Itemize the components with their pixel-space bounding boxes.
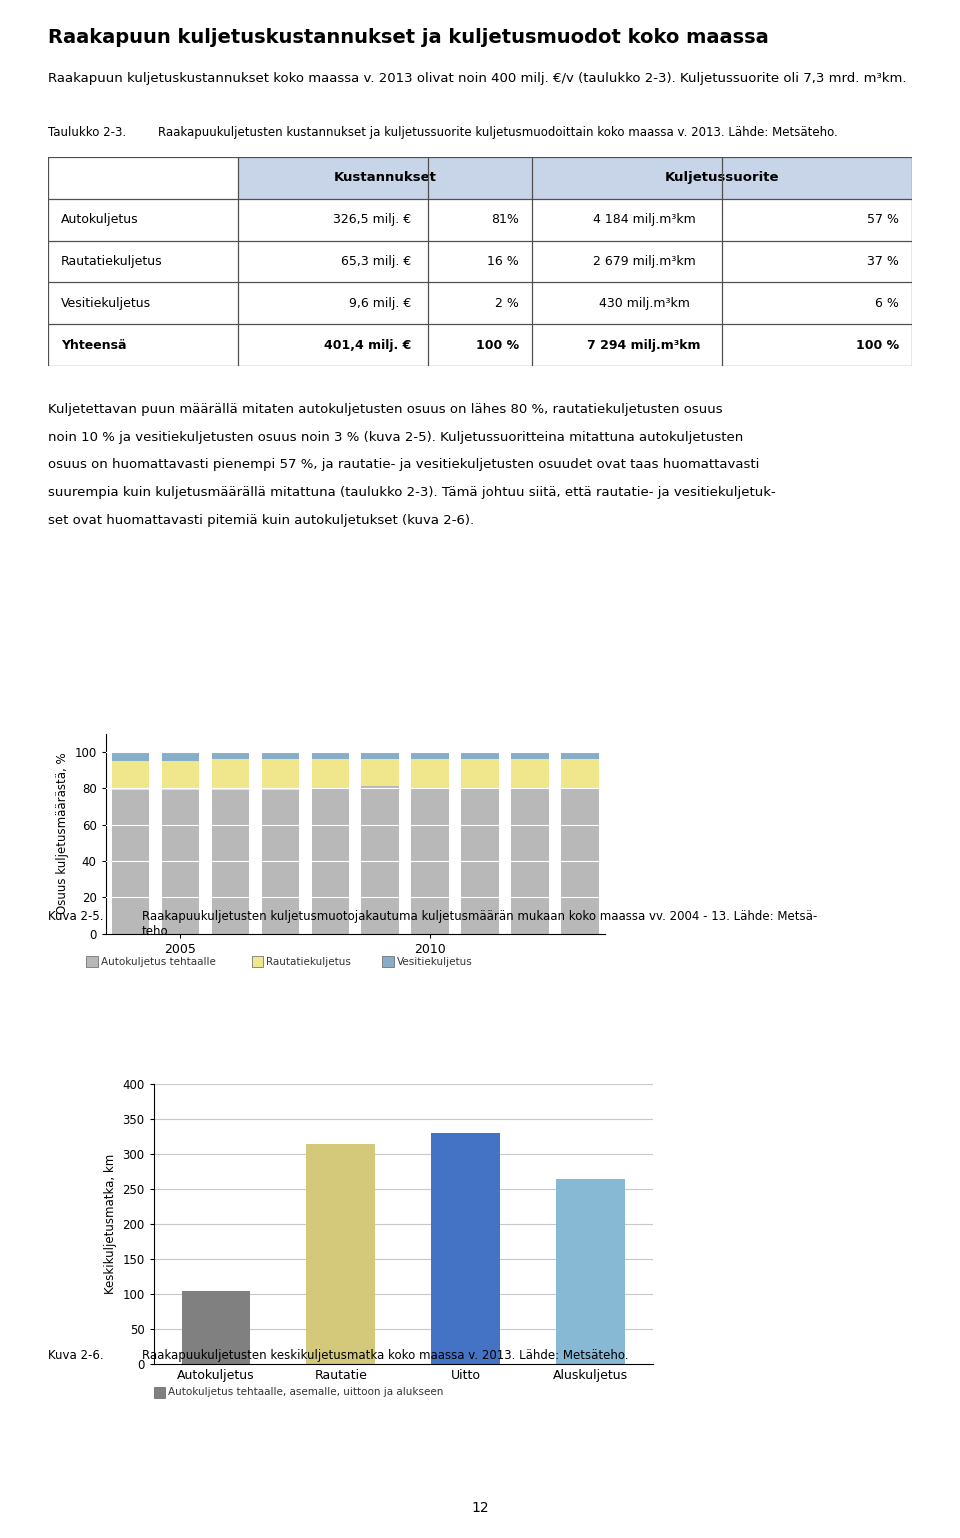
Text: Kuva 2-6.: Kuva 2-6. xyxy=(48,1349,104,1361)
Bar xyxy=(161,791,200,934)
Bar xyxy=(161,761,200,791)
Bar xyxy=(261,752,300,760)
Text: Raakapuukuljetusten kustannukset ja kuljetussuorite kuljetusmuodoittain koko maa: Raakapuukuljetusten kustannukset ja kulj… xyxy=(158,126,838,138)
Text: 7 294 milj.m³km: 7 294 milj.m³km xyxy=(588,338,701,352)
Bar xyxy=(161,752,200,761)
Text: 57 %: 57 % xyxy=(867,214,899,226)
Y-axis label: Keskikuljetusmatka, km: Keskikuljetusmatka, km xyxy=(104,1154,117,1295)
Text: 430 milj.m³km: 430 milj.m³km xyxy=(599,297,689,309)
Text: Autokuljetus tehtaalle: Autokuljetus tehtaalle xyxy=(101,957,216,967)
Bar xyxy=(361,786,398,934)
Text: 65,3 milj. €: 65,3 milj. € xyxy=(341,255,411,268)
Bar xyxy=(561,787,599,934)
Bar xyxy=(211,791,250,934)
Bar xyxy=(461,760,499,787)
Text: Autokuljetus tehtaalle, asemalle, uittoon ja alukseen: Autokuljetus tehtaalle, asemalle, uittoo… xyxy=(168,1387,444,1398)
Text: 401,4 milj. €: 401,4 milj. € xyxy=(324,338,411,352)
Bar xyxy=(311,752,349,760)
Text: Kuljetettavan puun määrällä mitaten autokuljetusten osuus on lähes 80 %, rautati: Kuljetettavan puun määrällä mitaten auto… xyxy=(48,403,723,415)
Bar xyxy=(211,760,250,791)
Text: Raakapuun kuljetuskustannukset ja kuljetusmuodot koko maassa: Raakapuun kuljetuskustannukset ja kuljet… xyxy=(48,28,769,46)
Bar xyxy=(556,1178,625,1364)
Bar xyxy=(511,760,549,787)
Bar xyxy=(561,752,599,760)
Text: Autokuljetus: Autokuljetus xyxy=(61,214,138,226)
Text: 100 %: 100 % xyxy=(856,338,899,352)
Text: Vesitiekuljetus: Vesitiekuljetus xyxy=(396,957,472,967)
Text: Raakapuukuljetusten keskikuljetusmatka koko maassa v. 2013. Lähde: Metsäteho.: Raakapuukuljetusten keskikuljetusmatka k… xyxy=(142,1349,629,1361)
Text: Kustannukset: Kustannukset xyxy=(333,171,437,185)
Text: noin 10 % ja vesitiekuljetusten osuus noin 3 % (kuva 2-5). Kuljetussuoritteina m: noin 10 % ja vesitiekuljetusten osuus no… xyxy=(48,431,743,443)
Bar xyxy=(181,1290,251,1364)
Bar xyxy=(211,752,250,760)
Text: 37 %: 37 % xyxy=(867,255,899,268)
Bar xyxy=(511,787,549,934)
Text: 6 %: 6 % xyxy=(876,297,899,309)
Text: 100 %: 100 % xyxy=(476,338,519,352)
Bar xyxy=(111,761,150,791)
Bar xyxy=(261,791,300,934)
Text: 4 184 milj.m³km: 4 184 milj.m³km xyxy=(592,214,696,226)
Text: Raakapuun kuljetuskustannukset koko maassa v. 2013 olivat noin 400 milj. €/v (ta: Raakapuun kuljetuskustannukset koko maas… xyxy=(48,72,906,85)
Bar xyxy=(532,157,912,198)
Bar xyxy=(111,791,150,934)
Bar xyxy=(361,760,398,786)
Text: 12: 12 xyxy=(471,1501,489,1515)
Bar xyxy=(461,787,499,934)
Text: Taulukko 2-3.: Taulukko 2-3. xyxy=(48,126,126,138)
Text: 9,6 milj. €: 9,6 milj. € xyxy=(348,297,411,309)
Bar xyxy=(111,752,150,761)
Text: 2 %: 2 % xyxy=(495,297,519,309)
Text: 2 679 milj.m³km: 2 679 milj.m³km xyxy=(592,255,696,268)
Text: Raakapuukuljetusten kuljetusmuotojakautuma kuljetusmäärän mukaan koko maassa vv.: Raakapuukuljetusten kuljetusmuotojakautu… xyxy=(142,910,817,938)
Bar xyxy=(311,760,349,787)
Text: Rautatiekuljetus: Rautatiekuljetus xyxy=(266,957,350,967)
Text: Yhteensä: Yhteensä xyxy=(61,338,127,352)
Text: suurempia kuin kuljetusmäärällä mitattuna (taulukko 2-3). Tämä johtuu siitä, ett: suurempia kuin kuljetusmäärällä mitattun… xyxy=(48,486,776,498)
Bar xyxy=(411,752,448,760)
Text: osuus on huomattavasti pienempi 57 %, ja rautatie- ja vesitiekuljetusten osuudet: osuus on huomattavasti pienempi 57 %, ja… xyxy=(48,458,759,471)
Bar xyxy=(561,760,599,787)
Bar xyxy=(411,787,448,934)
Bar xyxy=(361,752,398,760)
Bar xyxy=(238,157,532,198)
Text: Kuva 2-5.: Kuva 2-5. xyxy=(48,910,104,923)
Text: Vesitiekuljetus: Vesitiekuljetus xyxy=(61,297,151,309)
Bar xyxy=(311,787,349,934)
Bar xyxy=(511,752,549,760)
Text: 81%: 81% xyxy=(491,214,519,226)
Text: 326,5 milj. €: 326,5 milj. € xyxy=(333,214,411,226)
Bar xyxy=(461,752,499,760)
Bar xyxy=(261,760,300,791)
Bar xyxy=(431,1134,500,1364)
Text: Rautatiekuljetus: Rautatiekuljetus xyxy=(61,255,162,268)
Text: Kuljetussuorite: Kuljetussuorite xyxy=(664,171,780,185)
Text: set ovat huomattavasti pitemiä kuin autokuljetukset (kuva 2-6).: set ovat huomattavasti pitemiä kuin auto… xyxy=(48,514,474,526)
Text: 16 %: 16 % xyxy=(487,255,519,268)
Bar xyxy=(411,760,448,787)
Bar xyxy=(306,1144,375,1364)
Y-axis label: Osuus kuljetusmäärästä, %: Osuus kuljetusmäärästä, % xyxy=(56,752,69,915)
